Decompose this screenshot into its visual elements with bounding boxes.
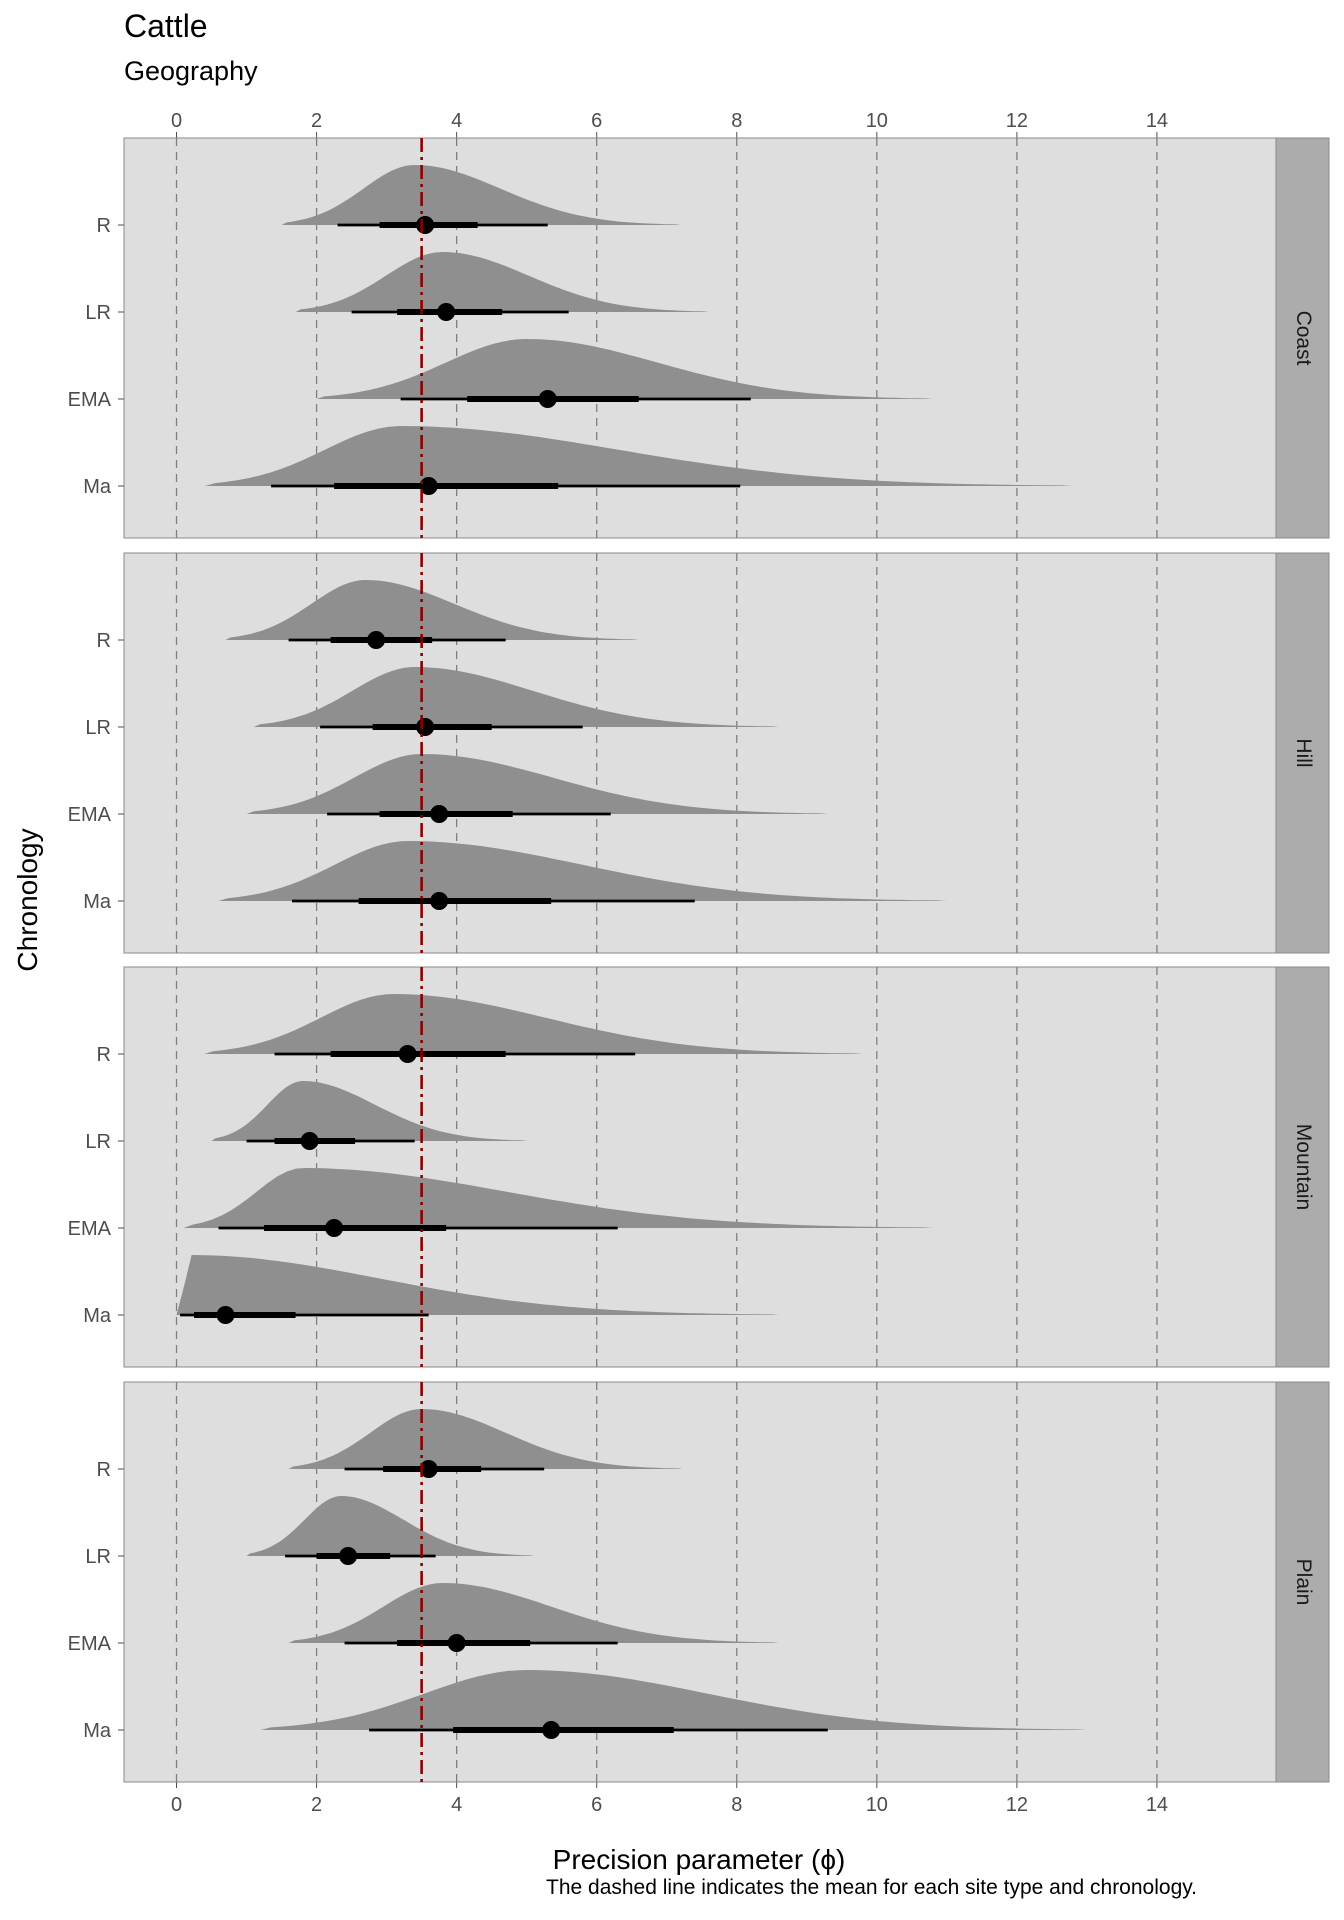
median-point — [339, 1547, 358, 1565]
density-plain-lr — [246, 1496, 534, 1556]
y-tick-label: Ma — [83, 1305, 112, 1327]
density-mountain-ema — [183, 1168, 933, 1228]
density-hill-ema — [246, 754, 828, 814]
x-tick-label-bottom: 12 — [1006, 1794, 1028, 1816]
density-hill-r — [225, 580, 639, 640]
facet-strip-label: Coast — [1292, 311, 1315, 366]
density-mountain-lr — [211, 1081, 527, 1141]
median-point — [325, 1219, 344, 1237]
chart-title: Cattle — [124, 8, 208, 44]
facet-strip-label: Plain — [1292, 1559, 1315, 1606]
chart-subtitle: Geography — [124, 56, 258, 86]
x-tick-label-top: 8 — [731, 110, 742, 132]
x-tick-label-top: 0 — [171, 110, 182, 132]
median-point — [398, 1045, 417, 1063]
y-tick-label: EMA — [68, 804, 112, 826]
y-tick-label: R — [97, 1459, 111, 1481]
facet-strip — [1275, 137, 1330, 539]
x-tick-label-top: 6 — [591, 110, 602, 132]
y-tick-label: EMA — [68, 389, 112, 411]
median-point — [437, 303, 456, 321]
density-coast-r — [281, 165, 681, 225]
median-point — [538, 390, 557, 408]
x-tick-label-top: 10 — [866, 110, 888, 132]
facet-strip-label: Mountain — [1292, 1124, 1315, 1210]
x-tick-label-top: 12 — [1006, 110, 1028, 132]
density-coast-ema — [316, 339, 933, 399]
y-tick-label: EMA — [68, 1218, 112, 1240]
density-mountain-ma — [176, 1255, 779, 1315]
x-axis-label: Precision parameter (ϕ) — [552, 1844, 846, 1875]
y-tick-label: LR — [85, 1131, 111, 1153]
y-tick-label: LR — [85, 1546, 111, 1568]
density-hill-ma — [218, 841, 947, 901]
y-tick-label: Ma — [83, 1720, 112, 1742]
median-point — [416, 718, 435, 736]
median-point — [430, 892, 449, 910]
x-tick-label-bottom: 2 — [311, 1794, 322, 1816]
x-tick-label-bottom: 6 — [591, 1794, 602, 1816]
x-tick-label-bottom: 8 — [731, 1794, 742, 1816]
median-point — [216, 1306, 235, 1324]
y-tick-label: R — [97, 1044, 111, 1066]
x-tick-label-bottom: 0 — [171, 1794, 182, 1816]
facet-strip — [1275, 1381, 1330, 1783]
facet-strip-label: Hill — [1292, 738, 1315, 767]
x-tick-label-bottom: 4 — [451, 1794, 462, 1816]
x-tick-label-top: 4 — [451, 110, 462, 132]
y-tick-label: R — [97, 630, 111, 652]
median-point — [542, 1721, 561, 1739]
density-hill-lr — [253, 667, 779, 727]
median-point — [430, 805, 449, 823]
median-point — [367, 631, 386, 649]
density-plain-ma — [260, 1670, 1087, 1730]
median-point — [419, 1460, 438, 1478]
facet-strip — [1275, 552, 1330, 954]
y-tick-label: LR — [85, 302, 111, 324]
median-point — [300, 1132, 319, 1150]
facet-strip — [1275, 966, 1330, 1368]
x-tick-label-bottom: 10 — [866, 1794, 888, 1816]
chart-caption: The dashed line indicates the mean for e… — [546, 1876, 1198, 1899]
density-plain-ema — [288, 1583, 779, 1643]
density-mountain-r — [204, 994, 863, 1054]
median-point — [416, 216, 435, 234]
median-point — [419, 477, 438, 495]
y-tick-label: EMA — [68, 1633, 112, 1655]
x-tick-label-bottom: 14 — [1146, 1794, 1168, 1816]
density-coast-lr — [295, 252, 709, 312]
density-plain-r — [288, 1409, 681, 1469]
y-tick-label: R — [97, 215, 111, 237]
median-point — [447, 1634, 466, 1652]
y-tick-label: Ma — [83, 891, 112, 913]
x-tick-label-top: 2 — [311, 110, 322, 132]
y-tick-label: LR — [85, 717, 111, 739]
x-tick-label-top: 14 — [1146, 110, 1168, 132]
y-tick-label: Ma — [83, 476, 112, 498]
